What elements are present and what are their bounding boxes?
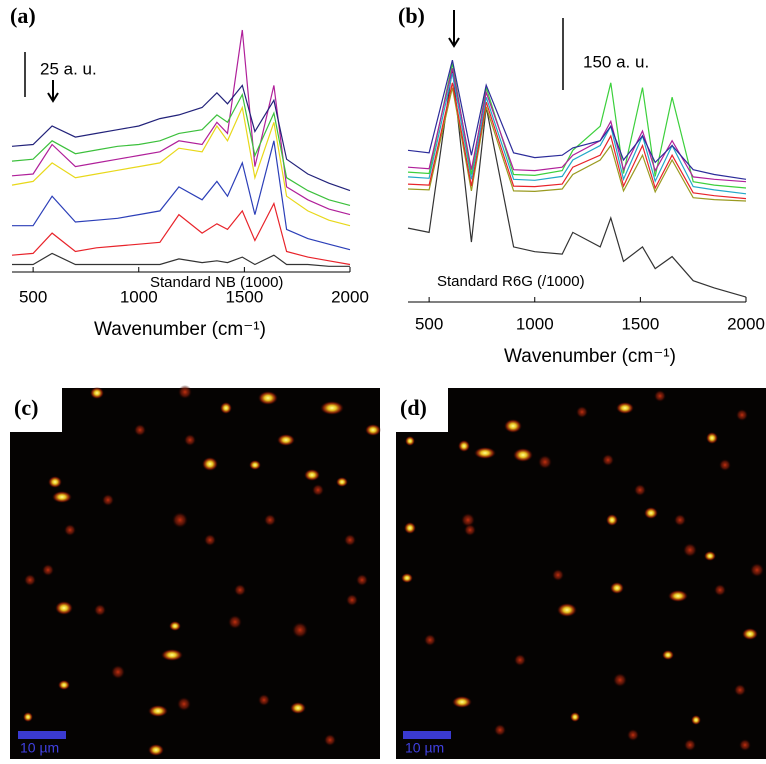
scale-label: 10 µm [20,740,59,756]
spectrum-line [407,59,747,180]
spectrum-line [407,87,747,202]
arrow [448,10,460,48]
annotation: Standard NB (1000) [150,274,283,291]
x-tick-label: 1000 [120,287,158,306]
x-tick-label: 2000 [331,287,369,306]
spectrum-line [11,105,351,227]
spectrum-line [407,82,747,200]
spectrum-line [12,140,351,251]
annotation: Standard R6G (/1000) [437,273,585,290]
spectrum-line [11,201,351,266]
spectrum-line [407,72,747,195]
spectrum-line [12,252,350,267]
arrow [47,80,59,103]
panel-label: (c) [14,395,38,420]
x-tick-label: 500 [19,287,47,306]
x-tick-label: 2000 [727,314,765,333]
x-tick-label: 1500 [621,314,659,333]
image-panel [396,388,766,759]
scale-label: 25 a. u. [40,59,97,78]
spectrum-line [11,29,351,216]
image-panel [10,385,381,759]
spectrum-line [407,68,747,183]
panel-label: (d) [400,395,427,420]
spectrum-line [407,68,747,298]
panel-label: (a) [10,3,36,28]
scale-label: 150 a. u. [583,52,649,71]
x-tick-label: 1000 [516,314,554,333]
panel-label: (b) [398,3,425,28]
x-tick-label: 1500 [225,287,263,306]
x-axis-label: Wavenumber (cm⁻¹) [504,346,676,367]
scale-label: 10 µm [405,740,444,756]
x-tick-label: 500 [415,314,443,333]
spectrum-line [11,92,351,206]
x-axis-label: Wavenumber (cm⁻¹) [94,319,266,340]
spectrum-line [11,84,351,192]
